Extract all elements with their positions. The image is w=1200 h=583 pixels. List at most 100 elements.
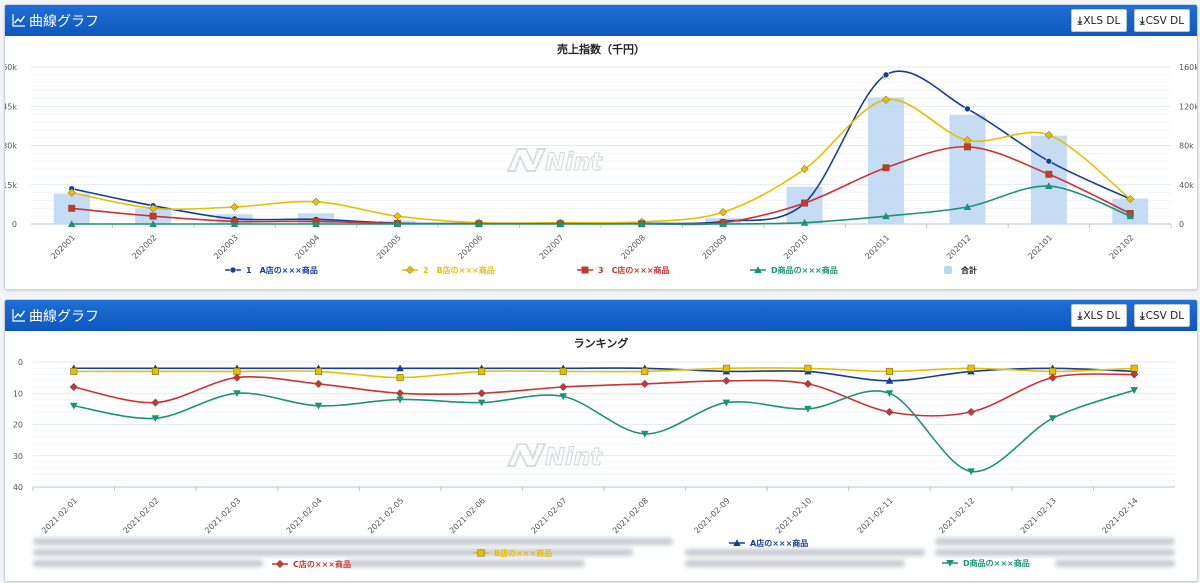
data-point bbox=[963, 143, 971, 151]
csv-button-label: CSV DL bbox=[1145, 310, 1185, 322]
download-icon: ⤓ bbox=[1077, 15, 1083, 27]
nint-watermark: Nint bbox=[506, 147, 604, 177]
data-point bbox=[149, 220, 157, 227]
data-point bbox=[1045, 182, 1053, 190]
legend-label: 2 B店の×××商品 bbox=[423, 265, 495, 275]
data-point bbox=[719, 220, 727, 227]
x-tick-label: 202008 bbox=[619, 233, 647, 261]
panel-header: 曲線グラフ ⤓XLS DL ⤓CSV DL bbox=[5, 300, 1197, 331]
legend-label: 合計 bbox=[960, 265, 977, 275]
x-tick-label: 202012 bbox=[945, 233, 973, 261]
series-line bbox=[73, 389, 1135, 473]
series-line bbox=[73, 367, 1135, 382]
x-tick-label: 202004 bbox=[293, 233, 321, 261]
data-point bbox=[722, 399, 731, 407]
data-point bbox=[718, 208, 728, 217]
y-tick-label: 10 bbox=[13, 389, 23, 398]
x-tick-label: 202006 bbox=[456, 233, 484, 261]
data-point bbox=[881, 95, 891, 104]
legend-label: B店の×××商品 bbox=[494, 548, 552, 558]
y-tick-label: 0 bbox=[18, 358, 23, 367]
data-point bbox=[393, 211, 402, 221]
panel-title: 曲線グラフ bbox=[29, 14, 99, 30]
y-left-tick-label: 0 bbox=[12, 220, 17, 229]
data-point bbox=[477, 389, 486, 398]
data-point bbox=[314, 402, 323, 410]
chart-title: ランキング bbox=[574, 336, 629, 350]
data-point bbox=[1126, 212, 1135, 220]
y-tick-label: 30 bbox=[13, 452, 23, 461]
data-point bbox=[149, 212, 157, 220]
grid bbox=[33, 361, 1175, 488]
x-tick-label: 2021-02-09 bbox=[693, 496, 732, 535]
chart-title: 売上指数（千円） bbox=[557, 42, 645, 56]
x-tick-label: 2021-02-08 bbox=[611, 496, 650, 535]
csv-download-button[interactable]: ⤓CSV DL bbox=[1134, 9, 1190, 32]
legend: A店の×××商品 B店の×××商品 C店の×××商品 D商品の×××商品 bbox=[272, 538, 1030, 569]
data-point bbox=[800, 218, 809, 226]
legend-swatch bbox=[229, 266, 237, 274]
data-point bbox=[1130, 387, 1139, 394]
x-tick-label: 2021-02-02 bbox=[122, 496, 161, 535]
data-point bbox=[967, 468, 975, 476]
grid bbox=[31, 66, 1171, 225]
x-tick-label: 2021-02-10 bbox=[774, 496, 813, 535]
download-icon: ⤓ bbox=[1139, 310, 1145, 322]
x-tick-label: 202010 bbox=[782, 233, 810, 261]
x-tick-label: 202001 bbox=[49, 233, 77, 261]
data-point bbox=[69, 402, 78, 410]
blurred-legend-area bbox=[33, 538, 1175, 567]
xls-download-button[interactable]: ⤓XLS DL bbox=[1071, 304, 1127, 327]
data-point bbox=[148, 204, 158, 213]
data-point bbox=[232, 373, 242, 382]
x-tick-label: 202101 bbox=[1026, 233, 1054, 261]
data-point bbox=[885, 407, 894, 417]
xls-button-label: XLS DL bbox=[1083, 15, 1121, 27]
legend-swatch bbox=[275, 559, 285, 569]
y-tick-label: 20 bbox=[13, 421, 23, 430]
data-point bbox=[1130, 370, 1139, 379]
nint-watermark: Nint bbox=[506, 442, 604, 472]
x-tick-label: 202011 bbox=[863, 233, 891, 261]
data-point bbox=[396, 396, 404, 404]
y-left-tick-label: 45k bbox=[5, 102, 17, 111]
xls-download-button[interactable]: ⤓XLS DL bbox=[1071, 9, 1127, 32]
x-tick-label: 2021-02-14 bbox=[1100, 496, 1139, 535]
series-line bbox=[71, 98, 1131, 224]
data-point bbox=[68, 204, 76, 212]
data-point bbox=[886, 367, 893, 375]
x-tick-label: 202005 bbox=[375, 233, 403, 261]
data-point bbox=[559, 393, 568, 401]
data-point bbox=[1048, 415, 1057, 423]
data-point bbox=[1045, 170, 1053, 178]
legend-label: 1 A店の×××商品 bbox=[246, 265, 318, 275]
data-point bbox=[67, 220, 76, 227]
legend-label: 3 C店の×××商品 bbox=[598, 265, 670, 275]
data-point bbox=[151, 415, 160, 423]
sales-index-chart: 売上指数（千円） Nint 0 15k 30k 45k 60k 0 40k 80k 120k 16… bbox=[5, 42, 1197, 275]
x-tick-label: 2021-02-13 bbox=[1019, 496, 1058, 535]
csv-download-button[interactable]: ⤓CSV DL bbox=[1134, 304, 1190, 327]
data-point bbox=[395, 389, 405, 398]
legend-swatch bbox=[733, 539, 741, 546]
data-point bbox=[475, 220, 483, 227]
data-point bbox=[559, 367, 567, 375]
data-point bbox=[804, 405, 812, 413]
x-tick-label: 2021-02-07 bbox=[529, 496, 568, 535]
data-point bbox=[151, 367, 159, 375]
data-point bbox=[70, 367, 78, 375]
x-tick-label: 202003 bbox=[212, 233, 240, 261]
y-left-tick-label: 15k bbox=[5, 181, 17, 190]
data-point bbox=[478, 367, 486, 375]
data-point bbox=[641, 367, 649, 375]
download-icon: ⤓ bbox=[1139, 15, 1145, 27]
series-group bbox=[69, 387, 1139, 476]
data-point bbox=[967, 364, 975, 372]
data-point bbox=[1044, 130, 1054, 140]
watermark-text: Nint bbox=[545, 148, 603, 176]
data-point bbox=[640, 379, 649, 389]
total-bar bbox=[868, 97, 904, 224]
data-point bbox=[882, 71, 890, 79]
x-tick-label: 2021-02-06 bbox=[448, 496, 487, 535]
series-line bbox=[71, 185, 1131, 225]
